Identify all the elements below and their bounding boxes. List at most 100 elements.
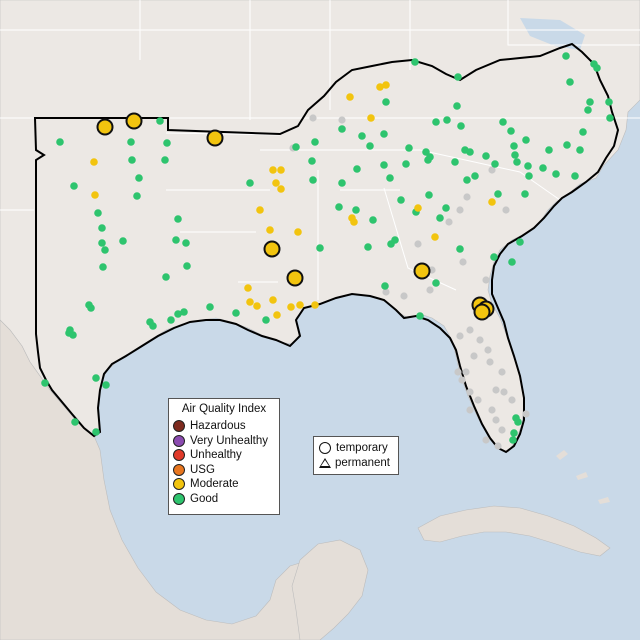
monitor-good[interactable] <box>69 331 77 339</box>
monitor-good[interactable] <box>98 224 106 232</box>
monitor-good[interactable] <box>513 158 521 166</box>
monitor-good[interactable] <box>366 142 374 150</box>
monitor-good[interactable] <box>521 190 529 198</box>
monitor-good[interactable] <box>41 379 49 387</box>
monitor-no-data[interactable] <box>498 426 506 434</box>
monitor-good[interactable] <box>338 125 346 133</box>
monitor-good[interactable] <box>127 138 135 146</box>
monitor-no-data[interactable] <box>486 358 494 366</box>
monitor-moderate[interactable] <box>287 303 295 311</box>
monitor-good[interactable] <box>71 418 79 426</box>
monitor-good[interactable] <box>443 116 451 124</box>
monitor-no-data[interactable] <box>482 276 490 284</box>
monitor-no-data[interactable] <box>488 406 496 414</box>
monitor-good[interactable] <box>524 162 532 170</box>
monitor-good[interactable] <box>98 239 106 247</box>
monitor-good[interactable] <box>491 160 499 168</box>
monitor-moderate[interactable] <box>350 218 358 226</box>
monitor-good[interactable] <box>576 146 584 154</box>
monitor-moderate[interactable] <box>90 158 98 166</box>
monitor-moderate[interactable] <box>269 166 277 174</box>
monitor-no-data[interactable] <box>508 396 516 404</box>
monitor-good[interactable] <box>99 263 107 271</box>
monitor-no-data[interactable] <box>498 368 506 376</box>
monitor-moderate[interactable] <box>367 114 375 122</box>
monitor-good[interactable] <box>522 136 530 144</box>
monitor-good[interactable] <box>466 148 474 156</box>
monitor-good[interactable] <box>133 192 141 200</box>
monitor-good[interactable] <box>545 146 553 154</box>
monitor-good[interactable] <box>364 243 372 251</box>
monitor-good[interactable] <box>454 73 462 81</box>
monitor-good[interactable] <box>391 236 399 244</box>
monitor-moderate[interactable] <box>311 301 319 309</box>
monitor-moderate[interactable] <box>277 185 285 193</box>
monitor-no-data[interactable] <box>470 352 478 360</box>
monitor-moderate-large[interactable] <box>413 262 431 280</box>
monitor-good[interactable] <box>163 139 171 147</box>
monitor-good[interactable] <box>416 312 424 320</box>
monitor-no-data[interactable] <box>492 416 500 424</box>
monitor-good[interactable] <box>92 428 100 436</box>
monitor-good[interactable] <box>516 238 524 246</box>
monitor-good[interactable] <box>262 316 270 324</box>
monitor-good[interactable] <box>562 52 570 60</box>
monitor-good[interactable] <box>411 58 419 66</box>
monitor-good[interactable] <box>94 209 102 217</box>
monitor-good[interactable] <box>552 170 560 178</box>
monitor-moderate[interactable] <box>266 226 274 234</box>
monitor-good[interactable] <box>70 182 78 190</box>
monitor-good[interactable] <box>56 138 64 146</box>
monitor-good[interactable] <box>369 216 377 224</box>
monitor-good[interactable] <box>308 157 316 165</box>
monitor-no-data[interactable] <box>500 388 508 396</box>
monitor-moderate[interactable] <box>272 179 280 187</box>
monitor-no-data[interactable] <box>494 442 502 450</box>
monitor-good[interactable] <box>382 98 390 106</box>
monitor-good[interactable] <box>563 141 571 149</box>
monitor-good[interactable] <box>490 253 498 261</box>
monitor-good[interactable] <box>119 237 127 245</box>
monitor-good[interactable] <box>156 117 164 125</box>
monitor-good[interactable] <box>352 206 360 214</box>
monitor-good[interactable] <box>494 190 502 198</box>
monitor-no-data[interactable] <box>462 368 470 376</box>
monitor-good[interactable] <box>539 164 547 172</box>
monitor-good[interactable] <box>353 165 361 173</box>
monitor-good[interactable] <box>246 179 254 187</box>
monitor-moderate-large[interactable] <box>96 118 114 136</box>
monitor-moderate[interactable] <box>256 206 264 214</box>
monitor-no-data[interactable] <box>414 240 422 248</box>
monitor-good[interactable] <box>436 214 444 222</box>
monitor-good[interactable] <box>102 381 110 389</box>
monitor-good[interactable] <box>511 151 519 159</box>
monitor-good[interactable] <box>453 102 461 110</box>
monitor-good[interactable] <box>397 196 405 204</box>
monitor-moderate-large[interactable] <box>263 240 281 258</box>
monitor-good[interactable] <box>471 172 479 180</box>
monitor-good[interactable] <box>605 98 613 106</box>
monitor-good[interactable] <box>571 172 579 180</box>
monitor-good[interactable] <box>451 158 459 166</box>
monitor-moderate[interactable] <box>414 204 422 212</box>
monitor-no-data[interactable] <box>309 114 317 122</box>
monitor-good[interactable] <box>149 322 157 330</box>
monitor-good[interactable] <box>386 174 394 182</box>
monitor-moderate[interactable] <box>91 191 99 199</box>
monitor-no-data[interactable] <box>466 388 474 396</box>
monitor-good[interactable] <box>206 303 214 311</box>
monitor-good[interactable] <box>311 138 319 146</box>
monitor-good[interactable] <box>380 130 388 138</box>
monitor-moderate[interactable] <box>269 296 277 304</box>
monitor-moderate[interactable] <box>277 166 285 174</box>
monitor-no-data[interactable] <box>522 410 530 418</box>
monitor-moderate-large[interactable] <box>206 129 224 147</box>
monitor-moderate[interactable] <box>431 233 439 241</box>
monitor-moderate-large[interactable] <box>125 112 143 130</box>
monitor-good[interactable] <box>309 176 317 184</box>
monitor-good[interactable] <box>180 308 188 316</box>
monitor-good[interactable] <box>525 172 533 180</box>
monitor-moderate[interactable] <box>253 302 261 310</box>
monitor-moderate-large[interactable] <box>286 269 304 287</box>
